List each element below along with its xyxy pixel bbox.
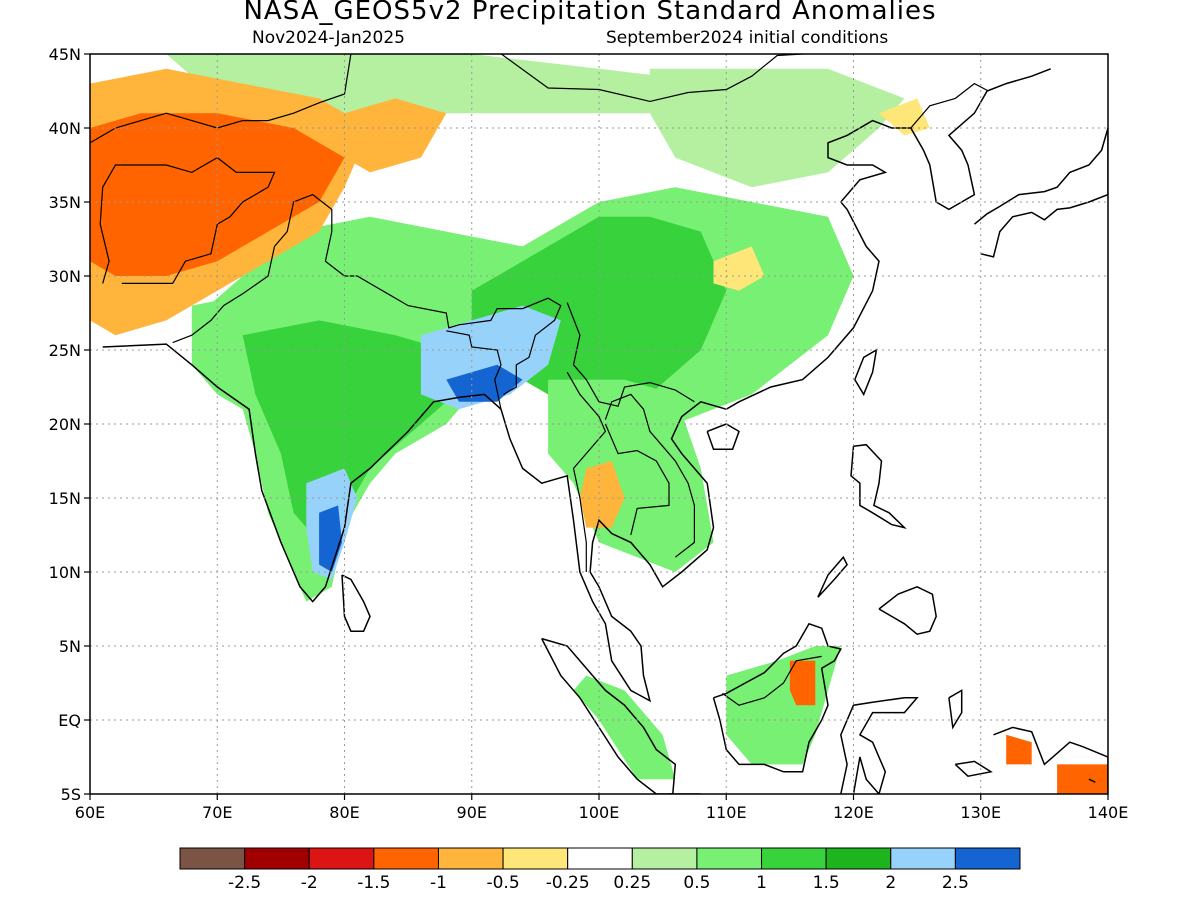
border-borneo-border — [722, 655, 822, 706]
lat-tick-label: 45N — [49, 45, 81, 64]
anomaly-region-korea-dry — [879, 98, 930, 136]
coastline-seram — [954, 760, 993, 778]
colorbar-label: -1.5 — [357, 873, 390, 893]
coastline-sulawesi — [840, 697, 919, 794]
colorbar-swatch — [631, 847, 698, 870]
anomaly-region-borneo-dry — [789, 660, 816, 706]
colorbar-label: 0.25 — [613, 873, 651, 893]
lat-tick-label: 25N — [49, 341, 81, 360]
coastline-sri-lanka — [341, 574, 371, 632]
lat-tick-label: 5N — [59, 637, 81, 656]
coastline-luzon — [850, 443, 907, 529]
lon-tick-label: 100E — [579, 803, 620, 822]
lon-tick-label: 80E — [329, 803, 359, 822]
colorbar-swatch — [373, 847, 439, 870]
lon-tick-label: 110E — [706, 803, 747, 822]
coastline-japan-sea — [973, 127, 1108, 225]
colorbar-label: 2 — [885, 873, 896, 893]
coastline-borneo — [712, 622, 842, 773]
coastline-palawan — [817, 555, 848, 598]
lat-tick-label: 35N — [49, 193, 81, 212]
coastline-new-guinea — [993, 726, 1108, 794]
lat-tick-label: 10N — [49, 563, 81, 582]
lon-tick-label: 60E — [75, 803, 105, 822]
coastline-taiwan — [854, 348, 878, 397]
anomaly-region-south-china-dry — [713, 246, 765, 291]
colorbar-label: 1.5 — [813, 873, 840, 893]
forecast-period: Nov2024-Jan2025 — [252, 28, 405, 48]
lat-tick-label: EQ — [58, 711, 81, 730]
border-myanmar-thai — [566, 371, 607, 572]
colorbar-swatch — [567, 847, 633, 870]
colorbar-label: 2.5 — [942, 873, 969, 893]
border-korea-china — [910, 82, 989, 129]
anomaly-region-borneo-wet — [726, 646, 841, 765]
border-central-asia — [90, 54, 352, 144]
border-india-north — [172, 193, 562, 395]
anomaly-region-sumatra-wet — [573, 675, 676, 780]
anomaly-region-india-core — [242, 320, 472, 543]
border-laos-vietnam — [604, 393, 696, 558]
border-bangladesh — [446, 330, 502, 410]
lon-tick-label: 90E — [457, 803, 487, 822]
coastline-halmahera — [948, 689, 963, 730]
anomaly-region-bangladesh-very-high — [446, 364, 523, 402]
colorbar-swatch — [502, 847, 569, 870]
colorbar-swatch — [825, 847, 892, 870]
colorbar-label: 0.5 — [683, 873, 710, 893]
colorbar-swatch — [761, 847, 827, 870]
coastline-sakhalin-hokkaido — [1088, 778, 1096, 783]
anomaly-region-new-guinea-dry — [1006, 734, 1032, 765]
colorbar-swatch — [954, 847, 1021, 870]
colorbar-swatch — [308, 847, 375, 870]
colorbar-label: -0.25 — [546, 873, 590, 893]
colorbar-swatch — [696, 847, 763, 870]
coastline-mindanao — [878, 585, 937, 636]
coastline-sumatra — [541, 637, 677, 794]
colorbar-swatch — [437, 847, 504, 870]
anomaly-region-indochina-wet — [548, 379, 714, 572]
anomaly-region-south-india-very-high — [319, 505, 342, 572]
lat-tick-label: 15N — [49, 489, 81, 508]
lon-tick-label: 130E — [960, 803, 1001, 822]
colorbar-label: -1 — [430, 873, 447, 893]
colorbar-label: 1 — [756, 873, 767, 893]
anomaly-region-taklamakan-dry — [344, 98, 447, 173]
initial-conditions: September2024 initial conditions — [606, 28, 889, 48]
anomaly-region-thailand-dry — [579, 461, 625, 528]
lon-tick-label: 120E — [833, 803, 874, 822]
lat-tick-label: 30N — [49, 267, 81, 286]
lat-tick-label: 5S — [61, 785, 81, 804]
anomaly-region-south-dry — [1057, 764, 1108, 794]
gridlines — [90, 54, 1108, 794]
anomaly-region-west-asia-moderate-dry — [90, 113, 345, 276]
border-laos-thai — [604, 423, 670, 536]
colorbar-label: -2.5 — [228, 873, 261, 893]
colorbar-swatch — [179, 847, 246, 870]
colorbar-label: -0.5 — [486, 873, 519, 893]
border-pak-afg — [99, 156, 276, 284]
colorbar-swatch — [244, 847, 310, 870]
border-china-mongolia — [471, 54, 804, 103]
colorbar-label: -2 — [301, 873, 318, 893]
lat-tick-label: 40N — [49, 119, 81, 138]
anomaly-region-north-china-weak — [649, 68, 905, 188]
lon-tick-label: 140E — [1088, 803, 1129, 822]
map-title: NASA_GEOS5v2 Precipitation Standard Anom… — [243, 0, 937, 26]
coastline-korea-japan — [980, 128, 1108, 258]
coastline-hainan — [706, 423, 740, 450]
lon-tick-label: 70E — [202, 803, 232, 822]
colorbar: -2.5 -2 -1.5 -1 -0.5 -0.25 0.25 0.5 1 1.5 2 2.5 — [179, 847, 1021, 893]
lat-tick-label: 20N — [49, 415, 81, 434]
colorbar-swatch — [890, 847, 956, 870]
